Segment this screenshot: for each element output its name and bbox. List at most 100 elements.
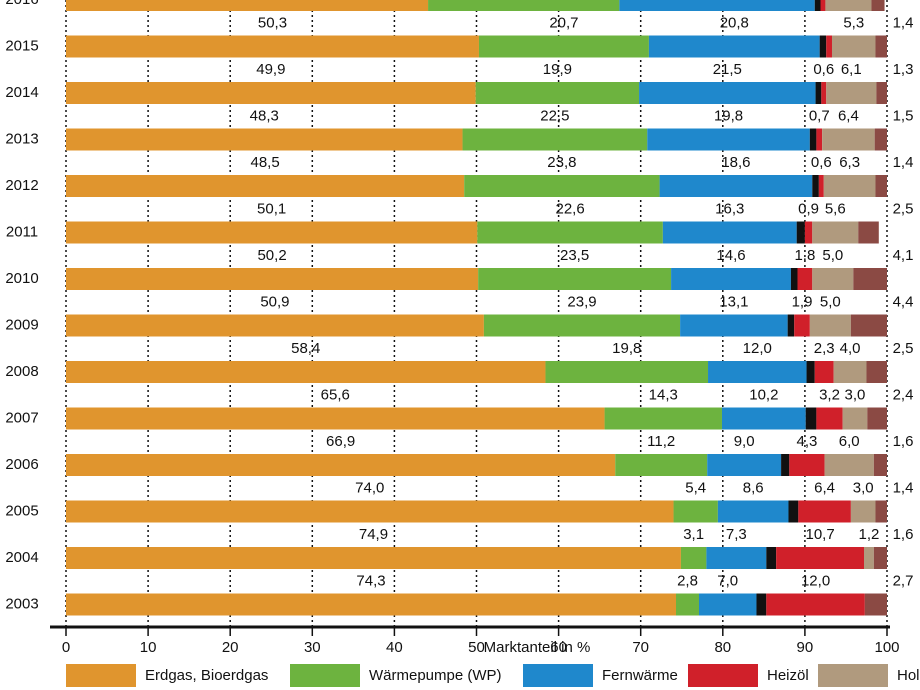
data-label: 7,3	[726, 526, 747, 543]
bar-segment	[464, 175, 660, 197]
data-label: 0,9	[798, 200, 819, 217]
bar-segment	[804, 221, 813, 244]
data-label: 22,6	[555, 200, 584, 217]
bar-segment	[477, 221, 663, 244]
data-label: 1,9	[792, 293, 813, 310]
x-tick-label: 10	[140, 639, 157, 656]
data-label: 0,6	[813, 61, 834, 78]
bar-segment	[66, 82, 476, 104]
data-label: 1,5	[893, 107, 914, 124]
bar-segment	[66, 175, 465, 197]
x-tick-label: 40	[386, 639, 403, 656]
bar-segment	[66, 128, 463, 151]
data-label: 2,4	[893, 386, 914, 403]
x-tick-label: 0	[62, 639, 70, 656]
bar-segment	[790, 268, 798, 290]
bar-segment	[66, 407, 605, 430]
data-label: 66,9	[326, 433, 355, 450]
bar-segment	[673, 500, 718, 523]
bar-segment	[659, 175, 813, 197]
data-label: 1,6	[893, 526, 914, 543]
y-tick-label: 2012	[5, 177, 38, 194]
data-label: 6,4	[838, 107, 859, 124]
legend-swatch	[818, 664, 888, 687]
data-label: 1,8	[794, 247, 815, 264]
y-tick-label: 2004	[5, 549, 38, 566]
bar-segment	[707, 454, 782, 476]
bar-segment	[805, 407, 817, 430]
data-label: 10,7	[805, 526, 834, 543]
bar-segment	[826, 82, 877, 104]
bar-segment	[66, 593, 677, 616]
data-label: 2,5	[893, 200, 914, 217]
y-tick-label: 2015	[5, 37, 38, 54]
bar-segment	[789, 454, 825, 476]
data-label: 50,9	[260, 293, 289, 310]
data-label: 22,5	[540, 107, 569, 124]
bar-segment	[756, 593, 767, 616]
bar-segment	[647, 128, 810, 151]
bar-segment	[823, 175, 876, 197]
bar-segment	[66, 547, 681, 569]
data-label: 5,6	[825, 200, 846, 217]
x-tick-label: 50	[468, 639, 485, 656]
data-label: 48,5	[250, 154, 279, 171]
legend-swatch	[523, 664, 593, 687]
data-label: 1,4	[893, 479, 914, 496]
data-label: 1,4	[893, 154, 914, 171]
bar-segment	[819, 35, 827, 58]
x-tick-label: 90	[797, 639, 814, 656]
data-label: 3,0	[845, 386, 866, 403]
data-label: 65,6	[321, 386, 350, 403]
data-label: 0,7	[809, 107, 830, 124]
y-tick-label: 2006	[5, 456, 38, 473]
bar-segment	[708, 361, 807, 383]
bar-segment	[788, 500, 799, 523]
bar-segment	[875, 500, 887, 523]
bar-segment	[815, 82, 822, 104]
bar-segment	[873, 454, 887, 476]
bar-segment	[820, 0, 826, 11]
bar-segment	[812, 221, 859, 244]
data-label: 2,5	[893, 340, 914, 357]
bar-segment	[871, 0, 885, 11]
bar-segment	[478, 268, 672, 290]
bar-segment	[833, 361, 867, 383]
bar-segment	[864, 547, 874, 569]
bar-segment	[821, 82, 827, 104]
bar-segment	[809, 314, 851, 337]
data-label: 23,8	[547, 154, 576, 171]
x-tick-label: 20	[222, 639, 239, 656]
data-label: 14,3	[649, 386, 678, 403]
data-label: 18,6	[721, 154, 750, 171]
data-label: 6,0	[839, 433, 860, 450]
bar-segment	[766, 593, 865, 616]
bar-segment	[619, 0, 815, 11]
data-label: 6,4	[814, 479, 835, 496]
data-label: 74,0	[355, 479, 384, 496]
bar-segment	[662, 221, 797, 244]
data-label: 10,2	[749, 386, 778, 403]
data-label: 3,1	[683, 526, 704, 543]
bar-segment	[776, 547, 865, 569]
bar-segment	[604, 407, 722, 430]
bar-segment	[796, 221, 805, 244]
y-tick-label: 2007	[5, 409, 38, 426]
bar-segment	[874, 128, 887, 151]
bar-segment	[671, 268, 791, 290]
bar-segment	[787, 314, 795, 337]
data-label: 48,3	[250, 107, 279, 124]
data-label: 49,9	[256, 61, 285, 78]
bar-segment	[875, 35, 887, 58]
data-label: 6,3	[839, 154, 860, 171]
legend-label: Erdgas, Bioerdgas	[145, 667, 268, 684]
bar-segment	[66, 35, 479, 58]
bar-segment	[850, 314, 887, 337]
legend-label: Heizöl	[767, 667, 809, 684]
data-label: 19,9	[543, 61, 572, 78]
data-label: 2,8	[677, 572, 698, 589]
bar-segment	[66, 500, 674, 523]
y-tick-label: 2009	[5, 316, 38, 333]
bar-segment	[781, 454, 790, 476]
